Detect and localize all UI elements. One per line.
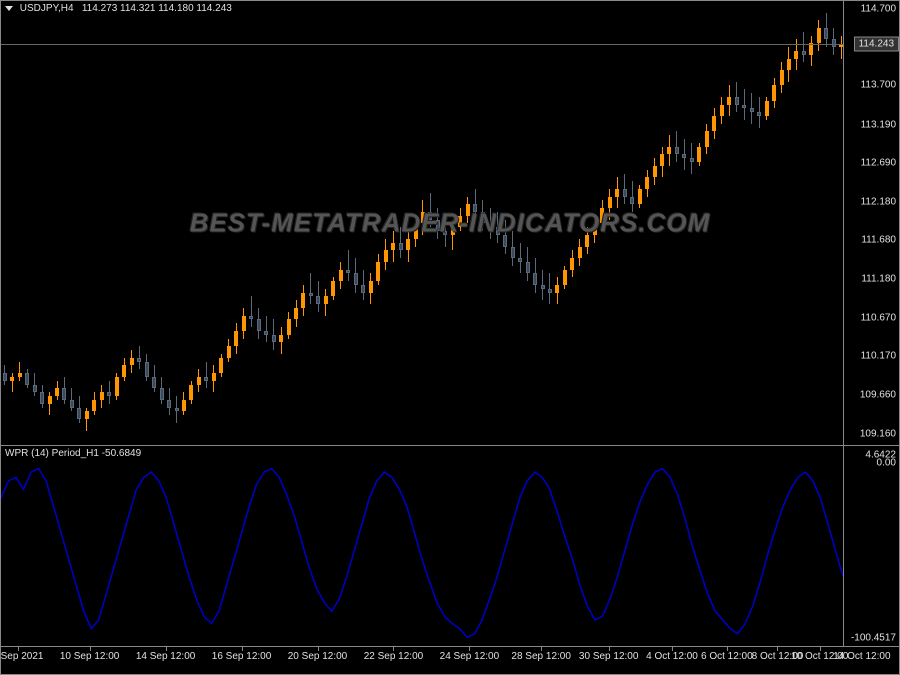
current-price-label: 114.243 xyxy=(854,36,899,51)
price-tick-label: 109.160 xyxy=(860,428,896,439)
time-tick-label: 8 Sep 2021 xyxy=(0,651,43,662)
time-tick-label: 10 Sep 12:00 xyxy=(60,651,120,662)
main-price-chart[interactable]: USDJPY,H4 114.273 114.321 114.180 114.24… xyxy=(1,1,899,446)
price-tick-label: 112.180 xyxy=(861,197,896,208)
ohlc-label: 114.273 114.321 114.180 114.243 xyxy=(82,3,232,14)
chart-title: USDJPY,H4 114.273 114.321 114.180 114.24… xyxy=(5,3,232,14)
price-axis: 114.700 114.243 113.700 113.190 112.690 112.1… xyxy=(843,1,899,445)
price-tick-label: 114.700 xyxy=(861,3,896,14)
current-price-line xyxy=(1,44,843,45)
indicator-title: WPR (14) Period_H1 -50.6849 xyxy=(5,448,141,459)
time-tick-label: 20 Sep 12:00 xyxy=(288,651,348,662)
time-tick-label: 22 Sep 12:00 xyxy=(364,651,424,662)
price-tick-label: 110.670 xyxy=(861,312,896,323)
price-tick-label: 110.170 xyxy=(861,351,896,362)
price-tick-label: 113.700 xyxy=(861,80,896,91)
time-axis: 8 Sep 2021 10 Sep 12:00 14 Sep 12:00 16 Sep… xyxy=(1,646,899,674)
price-tick-label: 111.180 xyxy=(861,273,896,284)
indicator-axis: 4.64220.00-100.4517 xyxy=(843,446,899,646)
chart-container: USDJPY,H4 114.273 114.321 114.180 114.24… xyxy=(0,0,900,675)
time-tick-label: 14 Oct 12:00 xyxy=(833,651,890,662)
time-tick-label: 24 Sep 12:00 xyxy=(440,651,500,662)
indicator-tick-label: -100.4517 xyxy=(851,633,896,644)
indicator-tick-label: 0.00 xyxy=(877,458,896,469)
time-tick-label: 6 Oct 12:00 xyxy=(701,651,753,662)
indicator-line xyxy=(1,446,843,646)
symbol-label: USDJPY,H4 xyxy=(20,3,74,14)
price-tick-label: 109.660 xyxy=(860,390,896,401)
time-tick-label: 28 Sep 12:00 xyxy=(511,651,571,662)
price-tick-label: 113.190 xyxy=(861,119,896,130)
price-tick-label: 111.680 xyxy=(861,235,896,246)
time-tick-label: 4 Oct 12:00 xyxy=(646,651,698,662)
time-tick-label: 16 Sep 12:00 xyxy=(212,651,272,662)
price-tick-label: 112.690 xyxy=(861,157,896,168)
time-tick-label: 30 Sep 12:00 xyxy=(579,651,639,662)
time-tick-label: 14 Sep 12:00 xyxy=(136,651,196,662)
indicator-chart[interactable]: WPR (14) Period_H1 -50.6849 4.64220.00-1… xyxy=(1,446,899,646)
dropdown-arrow-icon[interactable] xyxy=(5,6,13,11)
